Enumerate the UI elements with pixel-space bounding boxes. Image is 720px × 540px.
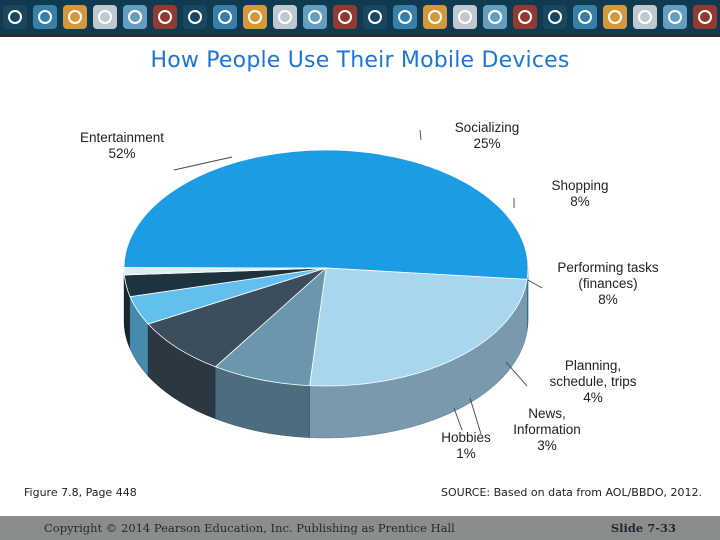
leader-line-4 <box>505 361 528 387</box>
slice-label-line: News, <box>528 406 566 421</box>
thumbs-up-icon <box>123 5 147 29</box>
slice-label-6: Hobbies 1% <box>441 430 491 461</box>
figure-reference: Figure 7.8, Page 448 <box>24 486 137 499</box>
leader-line-1 <box>419 129 422 141</box>
music-icon <box>633 5 657 29</box>
slice-label-line: 52% <box>108 146 135 161</box>
slice-label-line: 3% <box>537 438 557 453</box>
slice-label-line: schedule, trips <box>549 374 636 389</box>
cloud-icon <box>663 5 687 29</box>
pie-leader-lines <box>173 129 543 435</box>
slice-label-3: Performing tasks (finances) 8% <box>557 260 659 307</box>
globe-icon <box>543 5 567 29</box>
pie-slices <box>123 149 529 387</box>
slice-label-line: 8% <box>598 292 618 307</box>
mail-icon <box>63 5 87 29</box>
phone-icon <box>393 5 417 29</box>
thumbs-up-icon <box>483 5 507 29</box>
pie-chart: Entertainment 52%Socializing 25%Shopping 8%… <box>80 120 659 461</box>
pie-slice-3 <box>147 267 327 368</box>
slice-label-line: 25% <box>473 136 500 151</box>
chat-icon <box>573 5 597 29</box>
slice-label-line: Performing tasks <box>557 260 659 275</box>
banner-icon-strip <box>3 5 717 29</box>
cloud-icon <box>303 5 327 29</box>
home-icon <box>153 5 177 29</box>
slice-label-line: Shopping <box>551 178 608 193</box>
pie-slice-2 <box>214 266 327 387</box>
at-icon <box>363 5 387 29</box>
globe-icon <box>183 5 207 29</box>
phone-icon <box>33 5 57 29</box>
slice-label-2: Shopping 8% <box>551 178 608 209</box>
person-icon <box>333 5 357 29</box>
music-icon <box>273 5 297 29</box>
slice-label-line: 4% <box>583 390 603 405</box>
leader-line-0 <box>173 156 233 171</box>
copyright-text: Copyright © 2014 Pearson Education, Inc.… <box>44 521 455 535</box>
cart-icon <box>243 5 267 29</box>
slice-label-line: 8% <box>570 194 590 209</box>
slice-label-line: (finances) <box>578 276 637 291</box>
pie-slice-1 <box>309 267 528 387</box>
slice-label-line: Planning, <box>565 358 621 373</box>
pie-slice-0 <box>123 149 529 280</box>
slide-number: Slide 7-33 <box>610 521 676 535</box>
leader-line-6 <box>453 407 463 431</box>
slice-label-line: 1% <box>456 446 476 461</box>
chat-icon <box>213 5 237 29</box>
wifi-icon <box>93 5 117 29</box>
source-note: SOURCE: Based on data from AOL/BBDO, 201… <box>441 486 702 499</box>
pie-labels: Entertainment 52%Socializing 25%Shopping 8%… <box>80 120 659 461</box>
pie-sides <box>123 267 529 439</box>
footer-bar: Copyright © 2014 Pearson Education, Inc.… <box>0 516 720 540</box>
slide-title: How People Use Their Mobile Devices <box>150 48 570 73</box>
home-icon <box>513 5 537 29</box>
person-icon <box>693 5 717 29</box>
cart-icon <box>603 5 627 29</box>
leader-line-3 <box>527 279 543 289</box>
slice-label-5: News, Information 3% <box>513 406 581 453</box>
slice-label-line: Entertainment <box>80 130 164 145</box>
decorative-banner <box>0 0 720 37</box>
slice-label-0: Entertainment 52% <box>80 130 164 161</box>
wifi-icon <box>453 5 477 29</box>
pie-slice-6 <box>123 267 327 276</box>
slice-label-4: Planning, schedule, trips 4% <box>549 358 636 405</box>
slice-label-line: Socializing <box>455 120 520 135</box>
slice-label-line: Hobbies <box>441 430 491 445</box>
at-icon <box>3 5 27 29</box>
leader-line-5 <box>469 397 482 435</box>
mail-icon <box>423 5 447 29</box>
slice-label-line: Information <box>513 422 581 437</box>
slice-label-1: Socializing 25% <box>455 120 520 151</box>
